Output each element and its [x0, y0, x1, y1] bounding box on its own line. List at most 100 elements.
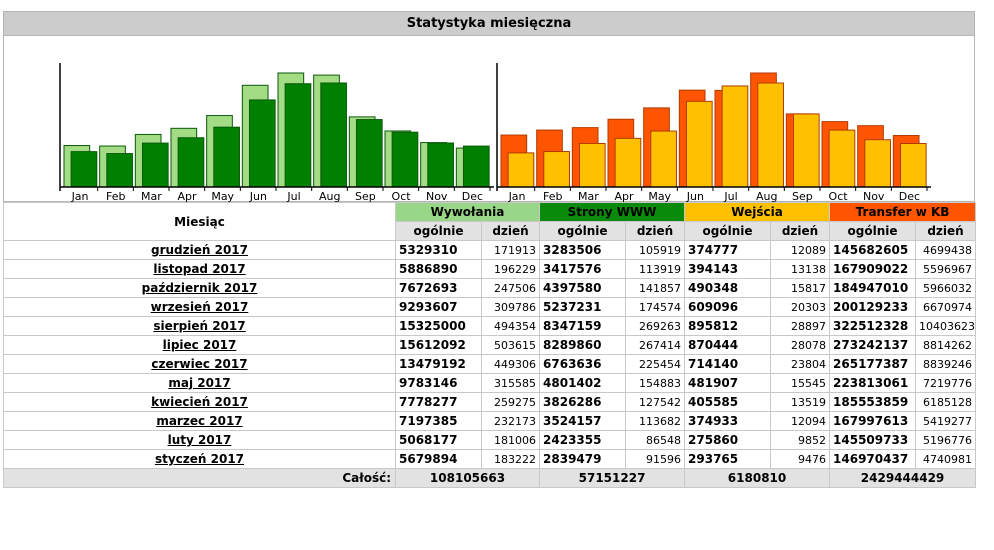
chart-bar [721, 85, 749, 188]
month-link[interactable]: czerwiec 2017 [151, 357, 248, 371]
total-value-cell: 3417576 [539, 259, 627, 279]
chart-tick-label: Jun [249, 190, 267, 202]
stats-table-body: grudzień 2017 5329310 171913 3283506 105919 3… [3, 240, 977, 469]
chart-bar [284, 83, 312, 188]
month-link[interactable]: styczeń 2017 [154, 452, 245, 466]
total-value-cell: 145509733 [829, 430, 917, 450]
subheader-total: ogólnie [829, 221, 917, 241]
daily-value-cell: 8814262 [915, 335, 977, 355]
total-value-cell: 5679894 [395, 449, 482, 469]
month-cell: luty 2017 [3, 430, 396, 450]
table-row: grudzień 2017 5329310 171913 3283506 105919 3… [3, 240, 977, 260]
daily-value-cell: 28897 [770, 316, 831, 336]
total-value-cell: 374777 [684, 240, 772, 260]
daily-value-cell: 196229 [480, 259, 541, 279]
daily-value-cell: 183222 [480, 449, 541, 469]
month-link[interactable]: październik 2017 [141, 281, 258, 295]
table-row: lipiec 2017 15612092 503615 8289860 267414 87… [3, 335, 977, 355]
month-cell: październik 2017 [3, 278, 396, 298]
month-link[interactable]: luty 2017 [167, 433, 232, 447]
table-row: wrzesień 2017 9293607 309786 5237231 174574 6… [3, 297, 977, 317]
month-link[interactable]: kwiecień 2017 [151, 395, 248, 409]
chart-tick-label: Apr [178, 190, 198, 202]
chart-tick-label: Sep [355, 190, 376, 202]
total-value-cell: 405585 [684, 392, 772, 412]
total-value-cell: 273242137 [829, 335, 917, 355]
daily-value-cell: 247506 [480, 278, 541, 298]
daily-value-cell: 23804 [770, 354, 831, 374]
chart-bar [578, 142, 606, 188]
total-value-cell: 7672693 [395, 278, 482, 298]
chart-tick-label: Dec [462, 190, 483, 202]
chart-bar [177, 137, 205, 188]
chart-bar [543, 151, 570, 188]
daily-value-cell: 12094 [770, 411, 831, 431]
daily-value-cell: 9852 [770, 430, 831, 450]
total-value-cell: 490348 [684, 278, 772, 298]
subheader-day: dzień [915, 221, 977, 241]
daily-value-cell: 181006 [480, 430, 541, 450]
total-value-cell: 322512328 [829, 316, 917, 336]
daily-value-cell: 171913 [480, 240, 541, 260]
total-value-cell: 870444 [684, 335, 772, 355]
table-row: sierpień 2017 15325000 494354 8347159 269263… [3, 316, 977, 336]
panel-title: Statystyka miesięczna [3, 11, 975, 36]
daily-value-cell: 15817 [770, 278, 831, 298]
chart-bar [650, 130, 677, 188]
total-value-cell: 200129233 [829, 297, 917, 317]
total-value-cell: 9293607 [395, 297, 482, 317]
chart-tick-label: Jun [686, 190, 704, 202]
daily-value-cell: 8839246 [915, 354, 977, 374]
daily-value-cell: 113919 [625, 259, 686, 279]
table-row: styczeń 2017 5679894 183222 2839479 91596 293… [3, 449, 977, 469]
total-value-cell: 265177387 [829, 354, 917, 374]
daily-value-cell: 309786 [480, 297, 541, 317]
month-link[interactable]: listopad 2017 [153, 262, 246, 276]
daily-value-cell: 91596 [625, 449, 686, 469]
daily-value-cell: 5966032 [915, 278, 977, 298]
total-value-cell: 293765 [684, 449, 772, 469]
total-value-cell: 3826286 [539, 392, 627, 412]
chart-bar [141, 142, 169, 188]
chart-tick-label: Nov [863, 190, 885, 202]
chart-tick-label: Jul [286, 190, 300, 202]
chart-bar [106, 153, 133, 188]
daily-value-cell: 28078 [770, 335, 831, 355]
total-value-cell: 15325000 [395, 316, 482, 336]
daily-value-cell: 315585 [480, 373, 541, 393]
month-link[interactable]: maj 2017 [168, 376, 231, 390]
total-value-cell: 5329310 [395, 240, 482, 260]
month-link[interactable]: grudzień 2017 [151, 243, 248, 257]
total-value-cell: 4801402 [539, 373, 627, 393]
month-link[interactable]: wrzesień 2017 [150, 300, 249, 314]
daily-value-cell: 269263 [625, 316, 686, 336]
month-link[interactable]: lipiec 2017 [162, 338, 237, 352]
daily-value-cell: 449306 [480, 354, 541, 374]
totals-row: Całość: 108105663 57151227 6180810 24294… [3, 468, 977, 488]
daily-value-cell: 5596967 [915, 259, 977, 279]
daily-value-cell: 141857 [625, 278, 686, 298]
chart-tick-label: Mar [141, 190, 162, 202]
daily-value-cell: 232173 [480, 411, 541, 431]
month-link[interactable]: marzec 2017 [156, 414, 243, 428]
chart-bar [248, 99, 276, 188]
chart-tick-label: Feb [106, 190, 125, 202]
daily-value-cell: 10403623 [915, 316, 977, 336]
daily-value-cell: 267414 [625, 335, 686, 355]
daily-value-cell: 154883 [625, 373, 686, 393]
table-row: październik 2017 7672693 247506 4397580 1418… [3, 278, 977, 298]
chart-bar [614, 137, 642, 188]
month-column-header: Miesiąc [3, 202, 396, 241]
month-link[interactable]: sierpień 2017 [153, 319, 246, 333]
chart-bar [864, 139, 891, 188]
total-value-cell: 7197385 [395, 411, 482, 431]
daily-value-cell: 174574 [625, 297, 686, 317]
total-value-cell: 5237231 [539, 297, 627, 317]
header-visits: Wejścia [684, 202, 831, 222]
chart-bar [462, 145, 490, 188]
total-value-cell: 609096 [684, 297, 772, 317]
daily-value-cell: 12089 [770, 240, 831, 260]
chart-bar [685, 100, 713, 188]
total-value-cell: 146970437 [829, 449, 917, 469]
chart-tick-label: Dec [899, 190, 920, 202]
